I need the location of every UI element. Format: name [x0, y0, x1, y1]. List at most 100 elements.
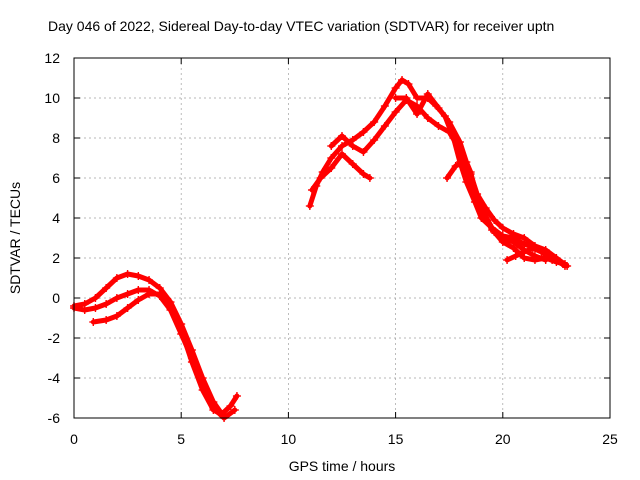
data-point [102, 316, 111, 324]
y-axis-label: SDTVAR / TECUs [7, 182, 23, 294]
data-point [509, 230, 518, 238]
data-point [370, 118, 379, 126]
data-point [498, 238, 507, 246]
data-point [498, 224, 507, 232]
data-point [443, 174, 452, 182]
data-point [445, 118, 454, 126]
data-point [102, 300, 111, 308]
data-point [327, 164, 336, 172]
data-point [370, 136, 379, 144]
x-tick-label: 15 [388, 431, 404, 447]
data-point [327, 142, 336, 150]
data-point [503, 256, 512, 264]
data-point [134, 286, 143, 294]
data-point [548, 256, 557, 264]
data-point [166, 302, 175, 310]
data-point [91, 304, 100, 312]
data-point [359, 128, 368, 136]
data-point [112, 294, 121, 302]
y-tick-label: -4 [48, 370, 61, 386]
data-point [338, 142, 346, 150]
data-point [123, 270, 132, 278]
data-point [473, 190, 482, 198]
y-tick-label: 0 [52, 290, 60, 306]
series-track-1a [70, 270, 241, 418]
data-point [89, 318, 98, 326]
data-point [558, 260, 567, 268]
data-point [413, 110, 422, 118]
y-tick-label: 2 [52, 250, 60, 266]
data-point [134, 272, 143, 280]
data-point [380, 102, 389, 110]
x-tick-label: 5 [177, 431, 185, 447]
series-line [71, 287, 238, 421]
data-point [511, 252, 520, 260]
y-tick-label: 8 [52, 130, 60, 146]
series-track-2d [391, 90, 569, 268]
data-point [466, 170, 475, 178]
data-point [307, 186, 316, 194]
data-point [348, 160, 357, 168]
data-point [91, 294, 100, 302]
series-track-1c [89, 290, 229, 420]
data-point [391, 84, 400, 92]
data-point [348, 142, 357, 150]
data-point [404, 80, 413, 88]
data-point [391, 94, 400, 102]
data-point [134, 296, 143, 304]
data-point [112, 312, 121, 320]
data-point [232, 392, 241, 400]
data-point [177, 326, 186, 334]
data-point [520, 248, 529, 256]
data-point [359, 148, 368, 156]
data-point [413, 94, 422, 102]
data-point [316, 174, 325, 182]
data-point [563, 262, 572, 270]
y-tick-label: 4 [52, 210, 60, 226]
data-point [338, 150, 346, 158]
y-tick-label: 12 [44, 50, 60, 66]
data-point [145, 276, 154, 284]
data-point [327, 154, 336, 162]
data-point [226, 402, 235, 410]
data-point [112, 274, 121, 282]
data-point [338, 132, 346, 140]
data-point [155, 290, 164, 298]
data-point [451, 162, 460, 170]
data-point [460, 158, 469, 166]
data-point [490, 216, 499, 224]
axis-ticks: 0 5 10 15 20 25 -6 -4 -2 0 2 4 6 8 10 12 [44, 50, 618, 447]
data-point [80, 306, 89, 314]
y-tick-label: -2 [48, 330, 61, 346]
data-point [481, 204, 490, 212]
data-point [398, 76, 407, 84]
data-point [198, 386, 207, 394]
data-point [380, 122, 389, 130]
x-tick-label: 0 [70, 431, 78, 447]
y-tick-label: -6 [48, 410, 61, 426]
plot-frame [73, 57, 611, 419]
data-point [123, 290, 132, 298]
data-point [305, 202, 314, 210]
series-track-2b [307, 150, 374, 194]
data-point [537, 248, 546, 256]
data-point [423, 114, 432, 122]
data-point [187, 358, 196, 366]
data-point [520, 234, 529, 242]
data-point [423, 90, 432, 98]
y-tick-label: 6 [52, 170, 60, 186]
y-tick-label: 10 [44, 90, 60, 106]
series-line [90, 291, 227, 419]
series-track-2f [503, 244, 567, 268]
data-point [434, 122, 443, 130]
data-point [530, 256, 539, 264]
data-point [402, 94, 411, 102]
data-point [528, 244, 537, 252]
data-point [359, 170, 368, 178]
series-line [393, 91, 568, 267]
data-point [102, 284, 111, 292]
x-tick-label: 25 [602, 431, 618, 447]
data-point [123, 304, 132, 312]
data-point [145, 290, 154, 298]
data-point [209, 406, 218, 414]
